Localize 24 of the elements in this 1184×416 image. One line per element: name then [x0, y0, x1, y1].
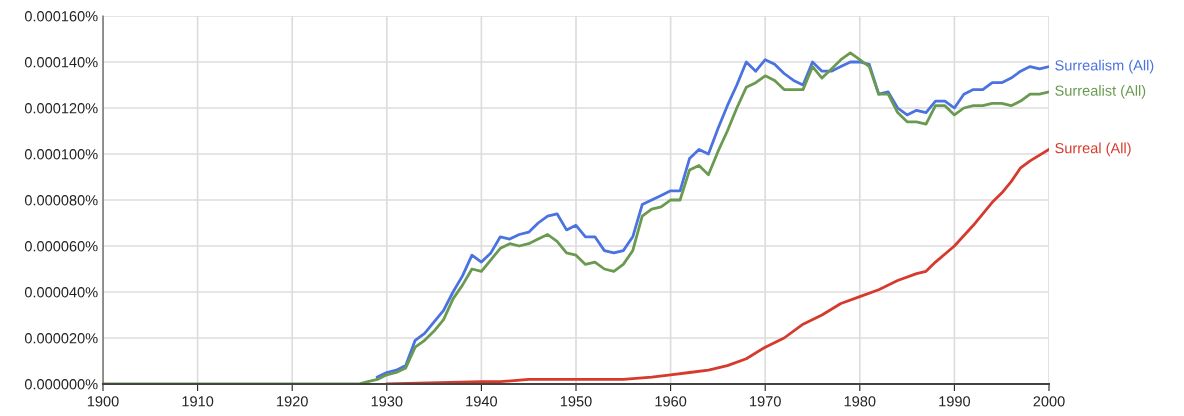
- y-tick-label: 0.000080%: [24, 195, 98, 206]
- x-tick-label: 1920: [277, 396, 308, 407]
- line-series: [375, 58, 1049, 379]
- x-tick-label: 1930: [371, 396, 403, 407]
- y-tick-label: 0.000000%: [24, 379, 98, 390]
- x-tick-label: 1910: [182, 396, 214, 407]
- x-tick-label: 1980: [844, 396, 876, 407]
- x-tick-label: 1950: [560, 396, 592, 407]
- x-tick-label: 1900: [87, 396, 119, 407]
- y-tick-label: 0.000140%: [24, 57, 98, 68]
- x-tick-label: 2000: [1033, 396, 1065, 407]
- y-tick-label: 0.000120%: [24, 103, 98, 114]
- series-label: Surrealism (All): [1055, 59, 1154, 74]
- series-label: Surreal (All): [1055, 142, 1131, 157]
- x-tick-label: 1940: [466, 396, 498, 407]
- y-tick-label: 0.000060%: [24, 241, 98, 252]
- x-tick-label: 1970: [750, 396, 781, 407]
- x-tick-label: 1960: [655, 396, 687, 407]
- y-tick-label: 0.000160%: [24, 11, 98, 22]
- x-tick-label: 1990: [939, 396, 971, 407]
- series-label: Surrealist (All): [1055, 85, 1146, 99]
- y-tick-label: 0.000040%: [24, 287, 98, 298]
- y-tick-label: 0.000020%: [24, 333, 98, 344]
- y-tick-label: 0.000100%: [24, 149, 98, 160]
